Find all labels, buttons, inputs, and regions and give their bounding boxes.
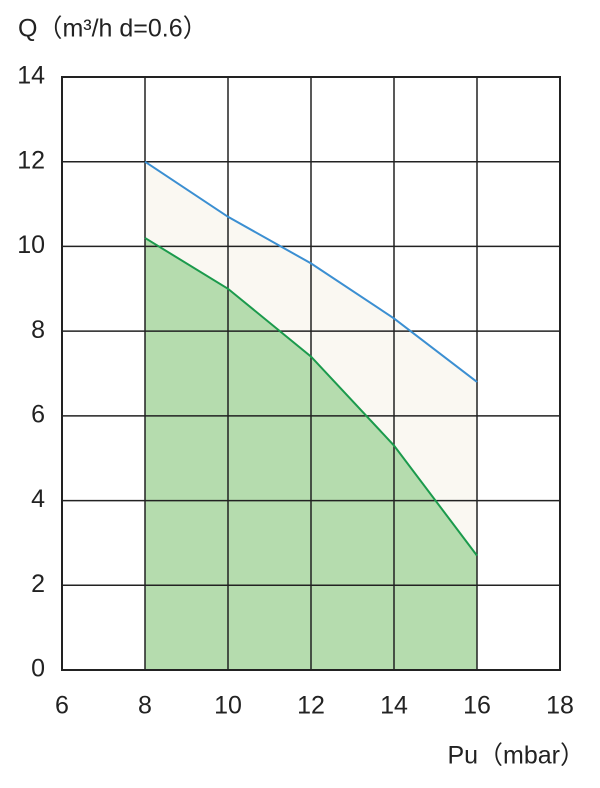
- x-tick-label: 6: [55, 692, 69, 720]
- x-tick-label: 12: [297, 692, 325, 720]
- y-tick-label: 0: [31, 655, 45, 683]
- plot-border: [61, 76, 561, 671]
- chart-title: Q（m³/h d=0.6）: [18, 15, 208, 43]
- y-tick-label: 10: [17, 231, 45, 259]
- line: [144, 160, 478, 383]
- x-tick-label: 18: [546, 692, 574, 720]
- x-tick-label: 8: [138, 692, 152, 720]
- y-tick-label: 6: [31, 400, 45, 428]
- y-tick-label: 2: [31, 570, 45, 598]
- line: [144, 237, 478, 557]
- y-tick-label: 4: [31, 485, 45, 513]
- y-tick-label: 8: [31, 316, 45, 344]
- x-tick-label: 10: [214, 692, 242, 720]
- x-tick-label: 16: [463, 692, 491, 720]
- y-tick-label: 14: [17, 62, 45, 90]
- x-tick-label: 14: [380, 692, 408, 720]
- y-tick-label: 12: [17, 146, 45, 174]
- x-axis-label: Pu（mbar）: [447, 742, 585, 770]
